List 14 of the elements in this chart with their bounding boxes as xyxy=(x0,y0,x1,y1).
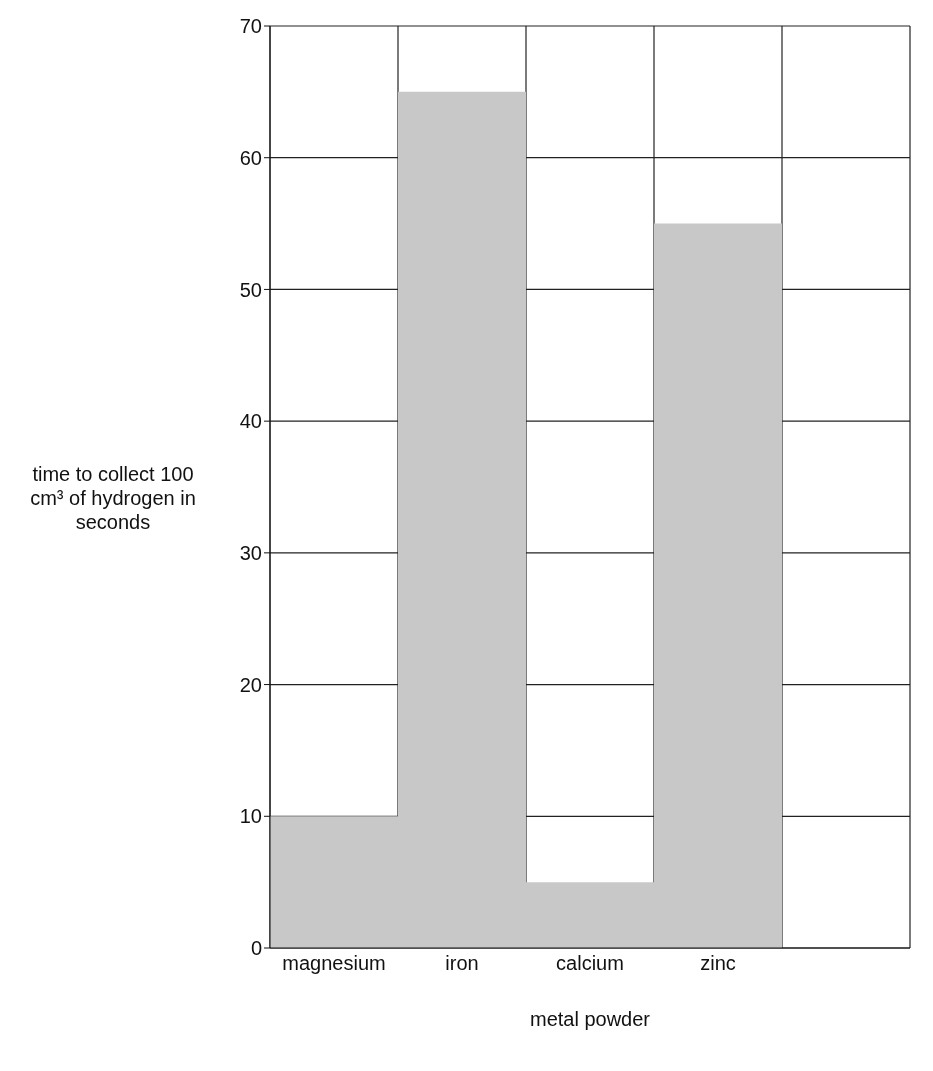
y-tick-label: 10 xyxy=(239,805,262,828)
y-axis-title: time to collect 100 cm³ of hydrogen in seconds xyxy=(29,462,197,534)
x-tick-label: calcium xyxy=(556,952,624,975)
y-tick-label: 70 xyxy=(239,15,262,38)
y-tick-label: 30 xyxy=(239,541,262,564)
x-tick-label: iron xyxy=(445,952,479,975)
x-tick-label: zinc xyxy=(700,952,736,975)
x-axis-title: metal powder xyxy=(528,1008,652,1031)
x-tick-label: magnesium xyxy=(282,952,386,975)
y-tick-label: 50 xyxy=(239,278,262,301)
y-tick-label: 40 xyxy=(239,410,262,433)
y-tick-label: 60 xyxy=(239,146,262,169)
y-tick-label: 20 xyxy=(239,673,262,696)
y-tick-label: 0 xyxy=(250,937,262,960)
